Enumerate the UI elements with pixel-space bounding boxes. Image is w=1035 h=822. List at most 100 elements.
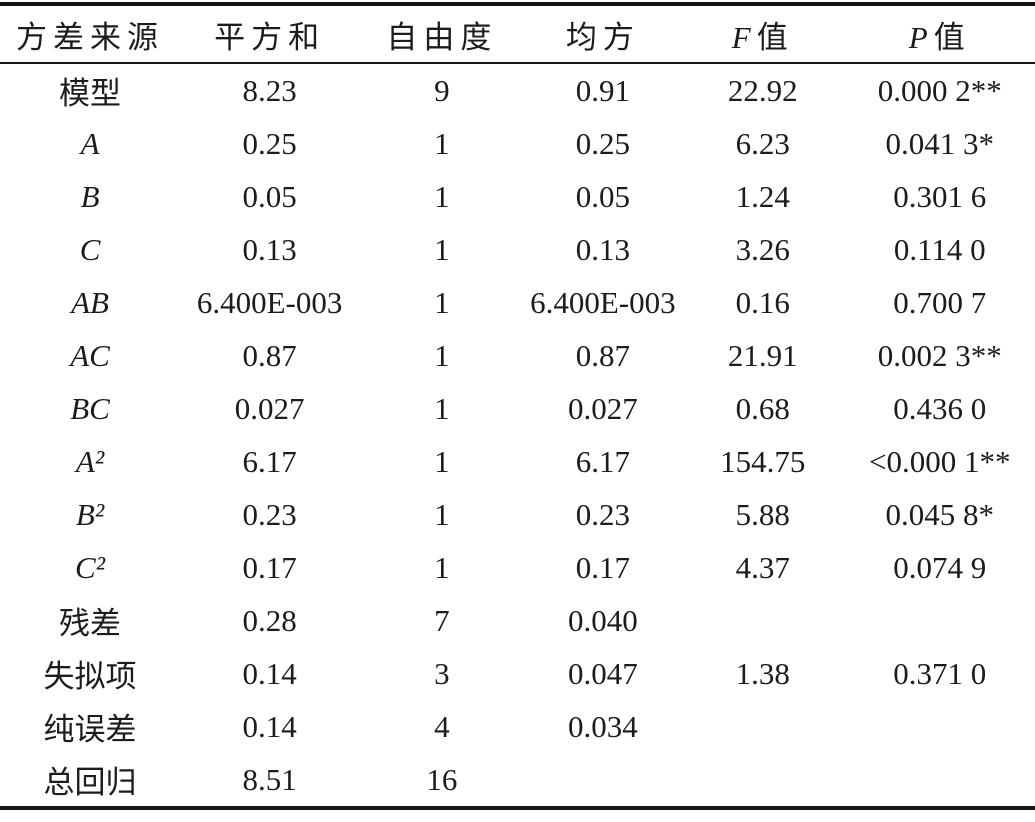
table-row: BC 0.027 1 0.027 0.68 0.436 0 bbox=[0, 382, 1035, 435]
mean-square-cell: 0.027 bbox=[567, 390, 638, 426]
source-cell: 总回归 bbox=[43, 765, 137, 800]
sum-of-squares-cell: 0.28 bbox=[242, 602, 297, 638]
mean-square-cell: 0.25 bbox=[575, 125, 630, 161]
source-cell: A bbox=[0, 117, 180, 170]
column-header: 方差来源 bbox=[16, 19, 165, 55]
mean-square-cell: 0.13 bbox=[575, 231, 630, 267]
degrees-of-freedom-cell: 1 bbox=[434, 284, 450, 320]
table-row: B 0.05 1 0.05 1.24 0.301 6 bbox=[0, 170, 1035, 223]
source-cell: B² bbox=[0, 488, 180, 541]
table-row: C² 0.17 1 0.17 4.37 0.074 9 bbox=[0, 541, 1035, 594]
f-value-cell: 5.88 bbox=[735, 496, 790, 532]
table-row: B² 0.23 1 0.23 5.88 0.045 8* bbox=[0, 488, 1035, 541]
mean-square-cell: 0.040 bbox=[567, 602, 638, 638]
factor-symbol: AC bbox=[70, 337, 110, 373]
source-cell: A² bbox=[0, 435, 180, 488]
source-cell: AC bbox=[0, 329, 180, 382]
column-header: 平方和 bbox=[214, 19, 326, 55]
p-value-cell bbox=[845, 753, 1035, 808]
degrees-of-freedom-cell: 1 bbox=[434, 231, 450, 267]
p-value-cell bbox=[845, 700, 1035, 753]
source-cell: 残差 bbox=[59, 606, 122, 641]
degrees-of-freedom-cell: 1 bbox=[434, 390, 450, 426]
f-value-cell bbox=[681, 753, 845, 808]
degrees-of-freedom-cell: 4 bbox=[434, 708, 450, 744]
sum-of-squares-cell: 0.14 bbox=[242, 708, 297, 744]
f-value-cell: 1.38 bbox=[735, 655, 790, 691]
sum-of-squares-cell: 6.17 bbox=[242, 443, 297, 479]
mean-square-cell: 0.05 bbox=[575, 178, 630, 214]
p-value-cell: 0.700 7 bbox=[893, 284, 987, 320]
f-value-cell: 1.24 bbox=[735, 178, 790, 214]
table-row: A² 6.17 1 6.17 154.75 <0.000 1** bbox=[0, 435, 1035, 488]
sum-of-squares-cell: 8.23 bbox=[242, 72, 297, 108]
table-row: 模型 8.23 9 0.91 22.92 0.000 2** bbox=[0, 63, 1035, 117]
p-value-cell: 0.041 3* bbox=[885, 125, 995, 161]
p-value-cell: 0.371 0 bbox=[893, 655, 987, 691]
f-value-cell bbox=[681, 594, 845, 647]
mean-square-cell: 6.400E-003 bbox=[530, 284, 676, 320]
degrees-of-freedom-cell: 7 bbox=[434, 602, 450, 638]
source-cell: 模型 bbox=[59, 76, 122, 111]
f-value-cell: 0.16 bbox=[735, 284, 790, 320]
factor-symbol: A² bbox=[75, 443, 105, 479]
p-value-cell: 0.000 2** bbox=[877, 72, 1002, 108]
sum-of-squares-cell: 0.23 bbox=[242, 496, 297, 532]
sum-of-squares-cell: 0.17 bbox=[242, 549, 297, 585]
f-value-cell: 6.23 bbox=[735, 125, 790, 161]
degrees-of-freedom-cell: 1 bbox=[434, 125, 450, 161]
table-row: C 0.13 1 0.13 3.26 0.114 0 bbox=[0, 223, 1035, 276]
degrees-of-freedom-cell: 9 bbox=[434, 72, 450, 108]
factor-symbol: A bbox=[80, 125, 100, 161]
table-header-row: 方差来源 平方和 自由度 均方 F 值 P 值 bbox=[0, 4, 1035, 63]
sum-of-squares-cell: 6.400E-003 bbox=[196, 284, 343, 320]
sum-of-squares-cell: 0.05 bbox=[242, 178, 297, 214]
statistic-symbol: F bbox=[731, 19, 751, 55]
degrees-of-freedom-cell: 3 bbox=[434, 655, 450, 691]
p-value-cell: 0.002 3** bbox=[877, 337, 1002, 373]
source-cell: 失拟项 bbox=[43, 659, 137, 694]
mean-square-cell: 0.17 bbox=[575, 549, 630, 585]
column-header: 均方 bbox=[565, 19, 640, 55]
degrees-of-freedom-cell: 1 bbox=[434, 549, 450, 585]
f-value-cell: 21.91 bbox=[727, 337, 798, 373]
source-cell: AB bbox=[0, 276, 180, 329]
mean-square-cell: 0.047 bbox=[567, 655, 638, 691]
mean-square-cell bbox=[525, 753, 681, 808]
factor-symbol: C² bbox=[75, 549, 106, 585]
mean-square-cell: 0.23 bbox=[575, 496, 630, 532]
degrees-of-freedom-cell: 16 bbox=[426, 761, 458, 797]
column-header-label: 值 bbox=[756, 19, 794, 55]
sum-of-squares-cell: 0.13 bbox=[242, 231, 297, 267]
mean-square-cell: 6.17 bbox=[575, 443, 630, 479]
table-row: 失拟项 0.14 3 0.047 1.38 0.371 0 bbox=[0, 647, 1035, 700]
p-value-cell: 0.114 0 bbox=[893, 231, 986, 267]
statistic-symbol: P bbox=[908, 19, 928, 55]
source-cell: BC bbox=[0, 382, 180, 435]
table-row: 残差 0.28 7 0.040 bbox=[0, 594, 1035, 647]
table-row: 总回归 8.51 16 bbox=[0, 753, 1035, 808]
source-cell: 纯误差 bbox=[43, 712, 137, 747]
column-header: 自由度 bbox=[386, 19, 498, 55]
p-value-cell: 0.074 9 bbox=[893, 549, 987, 585]
table-row: AC 0.87 1 0.87 21.91 0.002 3** bbox=[0, 329, 1035, 382]
f-value-cell: 3.26 bbox=[735, 231, 790, 267]
source-cell: C² bbox=[0, 541, 180, 594]
mean-square-cell: 0.87 bbox=[575, 337, 630, 373]
column-header-label: 值 bbox=[933, 19, 971, 55]
table-row: 纯误差 0.14 4 0.034 bbox=[0, 700, 1035, 753]
mean-square-cell: 0.034 bbox=[567, 708, 638, 744]
factor-symbol: BC bbox=[70, 390, 110, 426]
p-value-cell: 0.436 0 bbox=[893, 390, 987, 426]
p-value-cell bbox=[845, 594, 1035, 647]
sum-of-squares-cell: 0.027 bbox=[234, 390, 305, 426]
table-body: 模型 8.23 9 0.91 22.92 0.000 2** A 0.25 1 0.25 6.23 0… bbox=[0, 63, 1035, 808]
f-value-cell bbox=[681, 700, 845, 753]
f-value-cell: 154.75 bbox=[720, 443, 806, 479]
source-cell: C bbox=[0, 223, 180, 276]
degrees-of-freedom-cell: 1 bbox=[434, 178, 450, 214]
p-value-cell: <0.000 1** bbox=[869, 443, 1011, 479]
